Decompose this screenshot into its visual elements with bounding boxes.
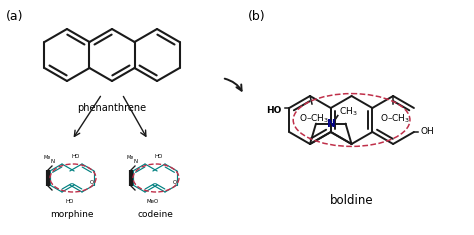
Text: N: N bbox=[133, 159, 137, 164]
Text: morphine: morphine bbox=[50, 210, 94, 219]
Text: N: N bbox=[328, 119, 336, 129]
Text: codeine: codeine bbox=[137, 210, 173, 219]
Text: HO: HO bbox=[155, 154, 163, 159]
Text: (a): (a) bbox=[6, 10, 24, 23]
Text: Me: Me bbox=[127, 155, 134, 160]
Text: N: N bbox=[50, 159, 54, 164]
Text: phenanthrene: phenanthrene bbox=[77, 103, 146, 113]
Text: HO: HO bbox=[266, 106, 281, 114]
Text: (b): (b) bbox=[248, 10, 265, 23]
Text: O: O bbox=[90, 180, 94, 184]
Text: HO: HO bbox=[72, 154, 80, 159]
Text: MeO: MeO bbox=[147, 199, 159, 204]
Text: OH: OH bbox=[421, 128, 435, 137]
Text: O–CH$_3$: O–CH$_3$ bbox=[299, 112, 329, 125]
Text: HO: HO bbox=[66, 199, 74, 204]
Text: Me: Me bbox=[44, 155, 51, 160]
Text: CH$_3$: CH$_3$ bbox=[339, 105, 357, 118]
Text: O: O bbox=[173, 180, 177, 184]
Text: boldine: boldine bbox=[330, 194, 374, 207]
Text: O–CH$_3$: O–CH$_3$ bbox=[380, 112, 410, 125]
